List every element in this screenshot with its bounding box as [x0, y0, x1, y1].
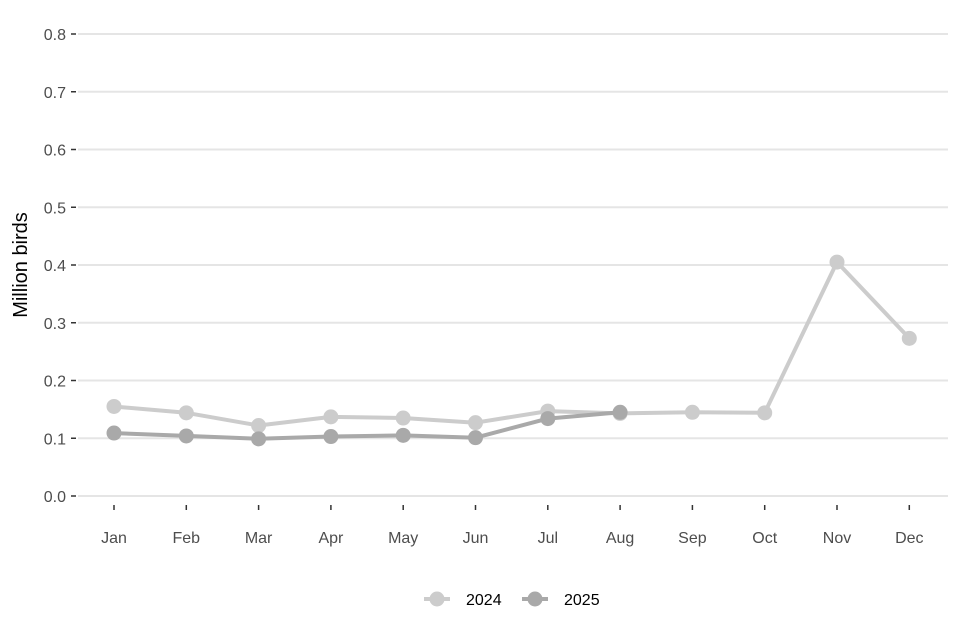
x-tick-label: Feb: [173, 530, 201, 547]
data-point: [468, 415, 483, 431]
legend-label: 2024: [466, 592, 502, 609]
y-tick-label: 0.3: [44, 316, 66, 333]
data-point: [468, 430, 483, 446]
series-2025: [106, 404, 628, 447]
data-point: [829, 254, 845, 270]
data-point: [178, 428, 194, 444]
y-tick-label: 0.4: [44, 258, 66, 275]
data-point: [395, 410, 411, 426]
x-tick-label: May: [388, 530, 418, 547]
data-point: [395, 427, 411, 443]
series: [106, 254, 917, 447]
data-point: [612, 404, 628, 420]
data-point: [178, 405, 194, 421]
data-point: [901, 330, 917, 346]
x-tick-label: Nov: [823, 530, 851, 547]
data-point: [251, 431, 267, 447]
y-tick-label: 0.2: [44, 374, 66, 391]
data-point: [323, 409, 339, 425]
data-point: [106, 425, 122, 441]
x-tick-label: Dec: [895, 530, 923, 547]
data-point: [251, 418, 267, 434]
x-tick-label: Aug: [606, 530, 634, 547]
data-point: [323, 429, 339, 445]
legend-item-2025: 2025: [522, 591, 600, 609]
x-tick-label: Oct: [752, 530, 777, 547]
x-tick-label: Jun: [463, 530, 489, 547]
y-tick-label: 0.0: [44, 489, 66, 506]
y-tick-label: 0.1: [44, 431, 66, 448]
legend: 2024 2025: [424, 591, 600, 609]
series-line-2024: [113, 260, 911, 428]
data-point: [540, 411, 556, 427]
x-tick-label: Jul: [538, 530, 558, 547]
legend-key-marker: [429, 591, 445, 607]
data-point: [684, 404, 700, 420]
y-tick-label: 0.8: [44, 27, 66, 44]
data-point: [106, 398, 122, 414]
x-tick-label: Apr: [318, 530, 344, 547]
legend-key-marker: [527, 591, 543, 607]
x-axis: Jan Feb Mar Apr May Jun Jul Aug Sep Oct Nov Dec: [101, 505, 924, 547]
series-2024: [106, 254, 917, 434]
series-line-2025: [113, 410, 621, 441]
y-axis-title: Million birds: [10, 212, 32, 318]
y-axis: 0.0 0.1 0.2 0.3 0.4 0.5 0.6 0.7 0.8: [44, 27, 76, 506]
y-tick-label: 0.5: [44, 200, 66, 217]
legend-label: 2025: [564, 592, 600, 609]
legend-item-2024: 2024: [424, 591, 502, 609]
y-tick-label: 0.6: [44, 143, 66, 160]
y-tick-label: 0.7: [44, 85, 66, 102]
x-tick-label: Sep: [678, 530, 707, 547]
data-point: [757, 405, 773, 421]
x-tick-label: Jan: [101, 530, 127, 547]
x-tick-label: Mar: [245, 530, 273, 547]
